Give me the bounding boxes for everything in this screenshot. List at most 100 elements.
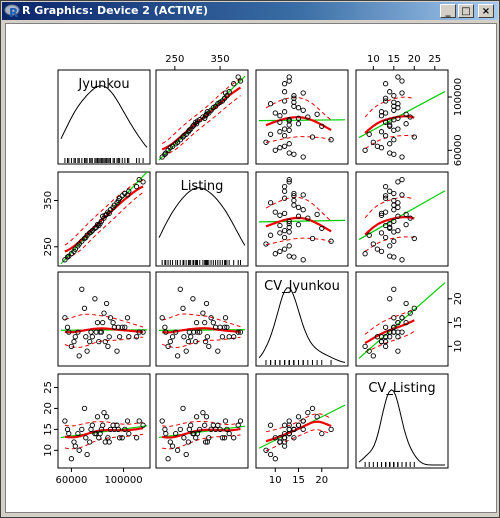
data-point bbox=[399, 154, 405, 160]
data-point bbox=[193, 414, 200, 420]
data-point bbox=[167, 439, 173, 445]
data-point bbox=[291, 151, 297, 157]
data-point bbox=[281, 246, 288, 252]
data-point bbox=[197, 329, 203, 335]
data-point bbox=[300, 107, 306, 113]
smooth-line bbox=[265, 216, 332, 233]
data-point bbox=[222, 315, 229, 321]
panel-content bbox=[158, 405, 246, 462]
tick-label: 20 bbox=[408, 54, 421, 65]
data-point bbox=[162, 324, 168, 330]
data-point bbox=[319, 430, 325, 437]
data-point bbox=[286, 74, 292, 80]
data-point bbox=[403, 111, 409, 117]
panel-content bbox=[158, 187, 246, 265]
data-point bbox=[272, 456, 278, 462]
data-point bbox=[387, 243, 393, 249]
data-point bbox=[382, 222, 389, 229]
data-point bbox=[382, 81, 389, 87]
panel-Listing-vs-CV_Jyunkou bbox=[255, 171, 349, 267]
minimize-icon[interactable]: _ bbox=[440, 4, 456, 18]
data-point bbox=[97, 329, 103, 335]
data-point bbox=[122, 324, 128, 330]
data-point bbox=[94, 221, 101, 228]
data-point bbox=[181, 334, 187, 340]
data-point bbox=[328, 238, 334, 244]
data-point bbox=[136, 329, 142, 335]
data-point bbox=[84, 348, 90, 354]
tick-label: 20 bbox=[43, 402, 54, 415]
data-point bbox=[277, 439, 283, 445]
maximize-icon[interactable]: □ bbox=[458, 4, 474, 18]
data-point bbox=[119, 324, 125, 330]
variable-label: CV_Listing bbox=[368, 381, 435, 396]
data-point bbox=[62, 257, 68, 263]
data-point bbox=[277, 145, 283, 151]
data-point bbox=[399, 78, 405, 84]
data-point bbox=[163, 150, 169, 156]
data-point bbox=[281, 210, 288, 217]
data-point bbox=[291, 426, 297, 433]
data-point bbox=[193, 319, 200, 326]
data-point bbox=[210, 422, 216, 428]
data-point bbox=[224, 93, 230, 99]
data-point bbox=[387, 122, 393, 128]
data-point bbox=[191, 430, 197, 437]
data-point bbox=[231, 334, 237, 340]
data-point bbox=[382, 234, 389, 241]
data-point bbox=[319, 123, 325, 129]
panel-content bbox=[158, 286, 246, 359]
regression-line bbox=[358, 190, 446, 241]
data-point bbox=[68, 343, 75, 350]
panel-frame bbox=[155, 373, 249, 469]
panel-frame bbox=[355, 271, 449, 367]
panel-Listing-vs-CV_Listing bbox=[355, 171, 449, 267]
data-point bbox=[193, 119, 199, 125]
data-point bbox=[116, 334, 123, 340]
data-point bbox=[62, 418, 68, 424]
data-point bbox=[277, 222, 283, 229]
data-point bbox=[314, 111, 320, 117]
tick-label: 10 bbox=[43, 444, 54, 457]
data-point bbox=[399, 192, 405, 198]
tick-label: 10 bbox=[453, 340, 464, 353]
data-point bbox=[202, 338, 209, 345]
data-point bbox=[102, 338, 108, 345]
spread-upper-line bbox=[364, 196, 415, 219]
data-point bbox=[291, 93, 297, 99]
data-point bbox=[84, 451, 90, 458]
data-point bbox=[76, 353, 82, 359]
data-point bbox=[68, 456, 75, 462]
data-point bbox=[219, 435, 226, 441]
data-point bbox=[71, 248, 77, 255]
data-point bbox=[174, 353, 181, 359]
smooth-line bbox=[162, 327, 241, 334]
density-curve bbox=[358, 389, 445, 466]
data-point bbox=[237, 418, 244, 424]
data-point bbox=[185, 338, 192, 345]
data-point bbox=[267, 232, 274, 238]
data-point bbox=[314, 211, 320, 218]
data-point bbox=[159, 154, 165, 160]
title-bar[interactable]: R R Graphics: Device 2 (ACTIVE) _ □ × bbox=[2, 2, 498, 20]
data-point bbox=[217, 99, 223, 105]
data-point bbox=[186, 329, 192, 335]
data-point bbox=[203, 111, 210, 117]
tick-label: 15 bbox=[292, 475, 305, 486]
data-point bbox=[300, 418, 306, 424]
data-point bbox=[286, 253, 292, 259]
data-point bbox=[103, 414, 110, 420]
data-point bbox=[92, 296, 98, 302]
data-point bbox=[370, 139, 376, 145]
data-point bbox=[407, 310, 413, 316]
smooth-line bbox=[162, 427, 241, 439]
panel-content bbox=[258, 74, 346, 160]
spread-upper-line bbox=[64, 421, 144, 427]
data-point bbox=[66, 253, 72, 259]
data-point bbox=[295, 422, 302, 428]
close-icon[interactable]: × bbox=[478, 4, 494, 18]
data-point bbox=[300, 207, 306, 213]
window-title: R Graphics: Device 2 (ACTIVE) bbox=[22, 4, 209, 17]
data-point bbox=[281, 435, 288, 441]
